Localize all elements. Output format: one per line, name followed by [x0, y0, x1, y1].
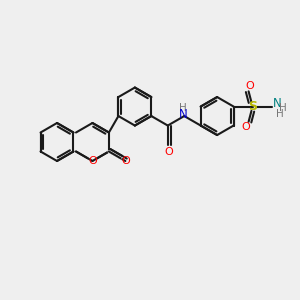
Text: O: O — [164, 146, 173, 157]
Text: N: N — [273, 97, 282, 110]
Text: O: O — [245, 81, 254, 92]
Text: O: O — [88, 156, 97, 166]
Text: O: O — [242, 122, 250, 132]
Text: H: H — [279, 103, 287, 112]
Text: H: H — [276, 109, 284, 118]
Text: S: S — [248, 100, 257, 113]
Text: H: H — [179, 103, 187, 113]
Text: O: O — [122, 157, 130, 166]
Text: N: N — [179, 107, 188, 121]
